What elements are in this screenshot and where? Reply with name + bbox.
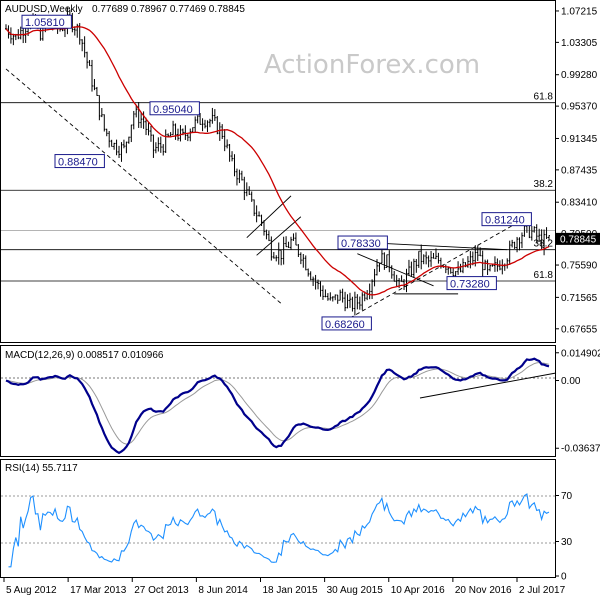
macd-panel-frame	[0, 345, 556, 457]
annotation-label: 0.95040	[153, 104, 193, 116]
date-tick-label: 30 Aug 2015	[327, 585, 384, 596]
price-tick-label: 0.71565	[561, 293, 598, 304]
macd-tick-label: 0.00	[561, 376, 581, 387]
price-tick-label: 0.99280	[561, 70, 598, 81]
date-tick-label: 20 Nov 2016	[455, 585, 512, 596]
macd-tick-label: 0.014902	[561, 348, 600, 359]
price-tick-label: 0.75590	[561, 261, 598, 272]
candles	[5, 7, 550, 316]
price-tick-label: 0.67655	[561, 324, 598, 335]
date-tick-label: 2 Jul 2017	[519, 585, 566, 596]
annotation-box	[21, 14, 72, 29]
trendline	[349, 215, 530, 319]
date-tick-label: 18 Jan 2015	[263, 585, 318, 596]
annotation-box	[149, 101, 200, 116]
price-tick-label: 1.07215	[561, 6, 598, 17]
price-axis: 1.07215 1.03305 0.99280 0.95370 0.91345 0.874…	[555, 6, 600, 335]
current-price-label: 0.78845	[560, 234, 597, 245]
fib-label: 61.8	[534, 270, 554, 281]
date-tick-label: 5 Aug 2012	[6, 585, 57, 596]
annotation-label: 0.78330	[341, 238, 381, 250]
fib-levels: 61.8 38.2 38.2 61.8	[1, 92, 555, 282]
trendline	[379, 242, 508, 251]
date-tick-label: 27 Oct 2013	[134, 585, 189, 596]
macd-signal-line	[5, 361, 550, 445]
date-axis: 5 Aug 2012 17 Mar 2013 27 Oct 2013 8 Jun 20…	[3, 577, 566, 596]
macd-label: MACD(12,26,9) 0.008517 0.010966	[5, 350, 164, 361]
price-tick-label: 0.91345	[561, 134, 598, 145]
price-annotations: 1.05810 0.95040 0.88470 0.78330 0.81240 0.732…	[21, 14, 532, 331]
fib-label: 61.8	[534, 92, 554, 103]
price-tick-label: 1.03305	[561, 38, 598, 49]
current-price-marker	[556, 232, 600, 245]
rsi-tick-label: 30	[561, 537, 573, 548]
annotation-label: 1.05810	[25, 17, 65, 29]
watermark: ActionForex.com	[264, 50, 480, 80]
rsi-line	[8, 493, 550, 568]
rsi-axis: 70 30 0	[555, 491, 573, 583]
moving-average-line	[5, 26, 550, 296]
rsi-tick-label: 70	[561, 491, 573, 502]
annotation-box	[321, 316, 372, 331]
annotation-box	[446, 276, 497, 291]
rsi-panel-frame	[0, 459, 556, 578]
trendline	[246, 195, 292, 238]
date-tick-label: 8 Jun 2014	[198, 585, 248, 596]
annotation-box	[54, 154, 105, 169]
annotation-box	[337, 235, 388, 250]
date-tick-label: 10 Apr 2016	[391, 585, 445, 596]
fib-label: 38.2	[534, 179, 554, 190]
annotation-label: 0.68260	[325, 319, 365, 331]
macd-axis: 0.014902 0.00 -0.036374	[555, 348, 600, 455]
annotation-label: 0.81240	[485, 215, 525, 227]
trendline	[5, 68, 282, 304]
macd-trendline	[419, 372, 557, 399]
macd-line	[5, 357, 550, 455]
price-tick-label: 0.87435	[561, 165, 598, 176]
trendlines	[5, 68, 530, 319]
chart-title: AUDUSD,Weekly	[5, 4, 83, 15]
trendline	[357, 253, 434, 287]
annotation-box	[481, 212, 532, 227]
rsi-tick-label: 0	[561, 572, 567, 583]
price-tick-label: 0.95370	[561, 102, 598, 113]
fib-label: 38.2	[534, 239, 554, 250]
price-tick-label: 0.83410	[561, 198, 598, 209]
annotation-label: 0.88470	[58, 157, 98, 169]
ohlc-readout: 0.77689 0.78967 0.77469 0.78845	[92, 4, 245, 15]
rsi-label: RSI(14) 55.7117	[5, 463, 78, 474]
annotation-label: 0.73280	[450, 279, 490, 291]
macd-tick-label: -0.036374	[561, 444, 600, 455]
trendline	[256, 216, 302, 256]
date-tick-label: 17 Mar 2013	[70, 585, 127, 596]
